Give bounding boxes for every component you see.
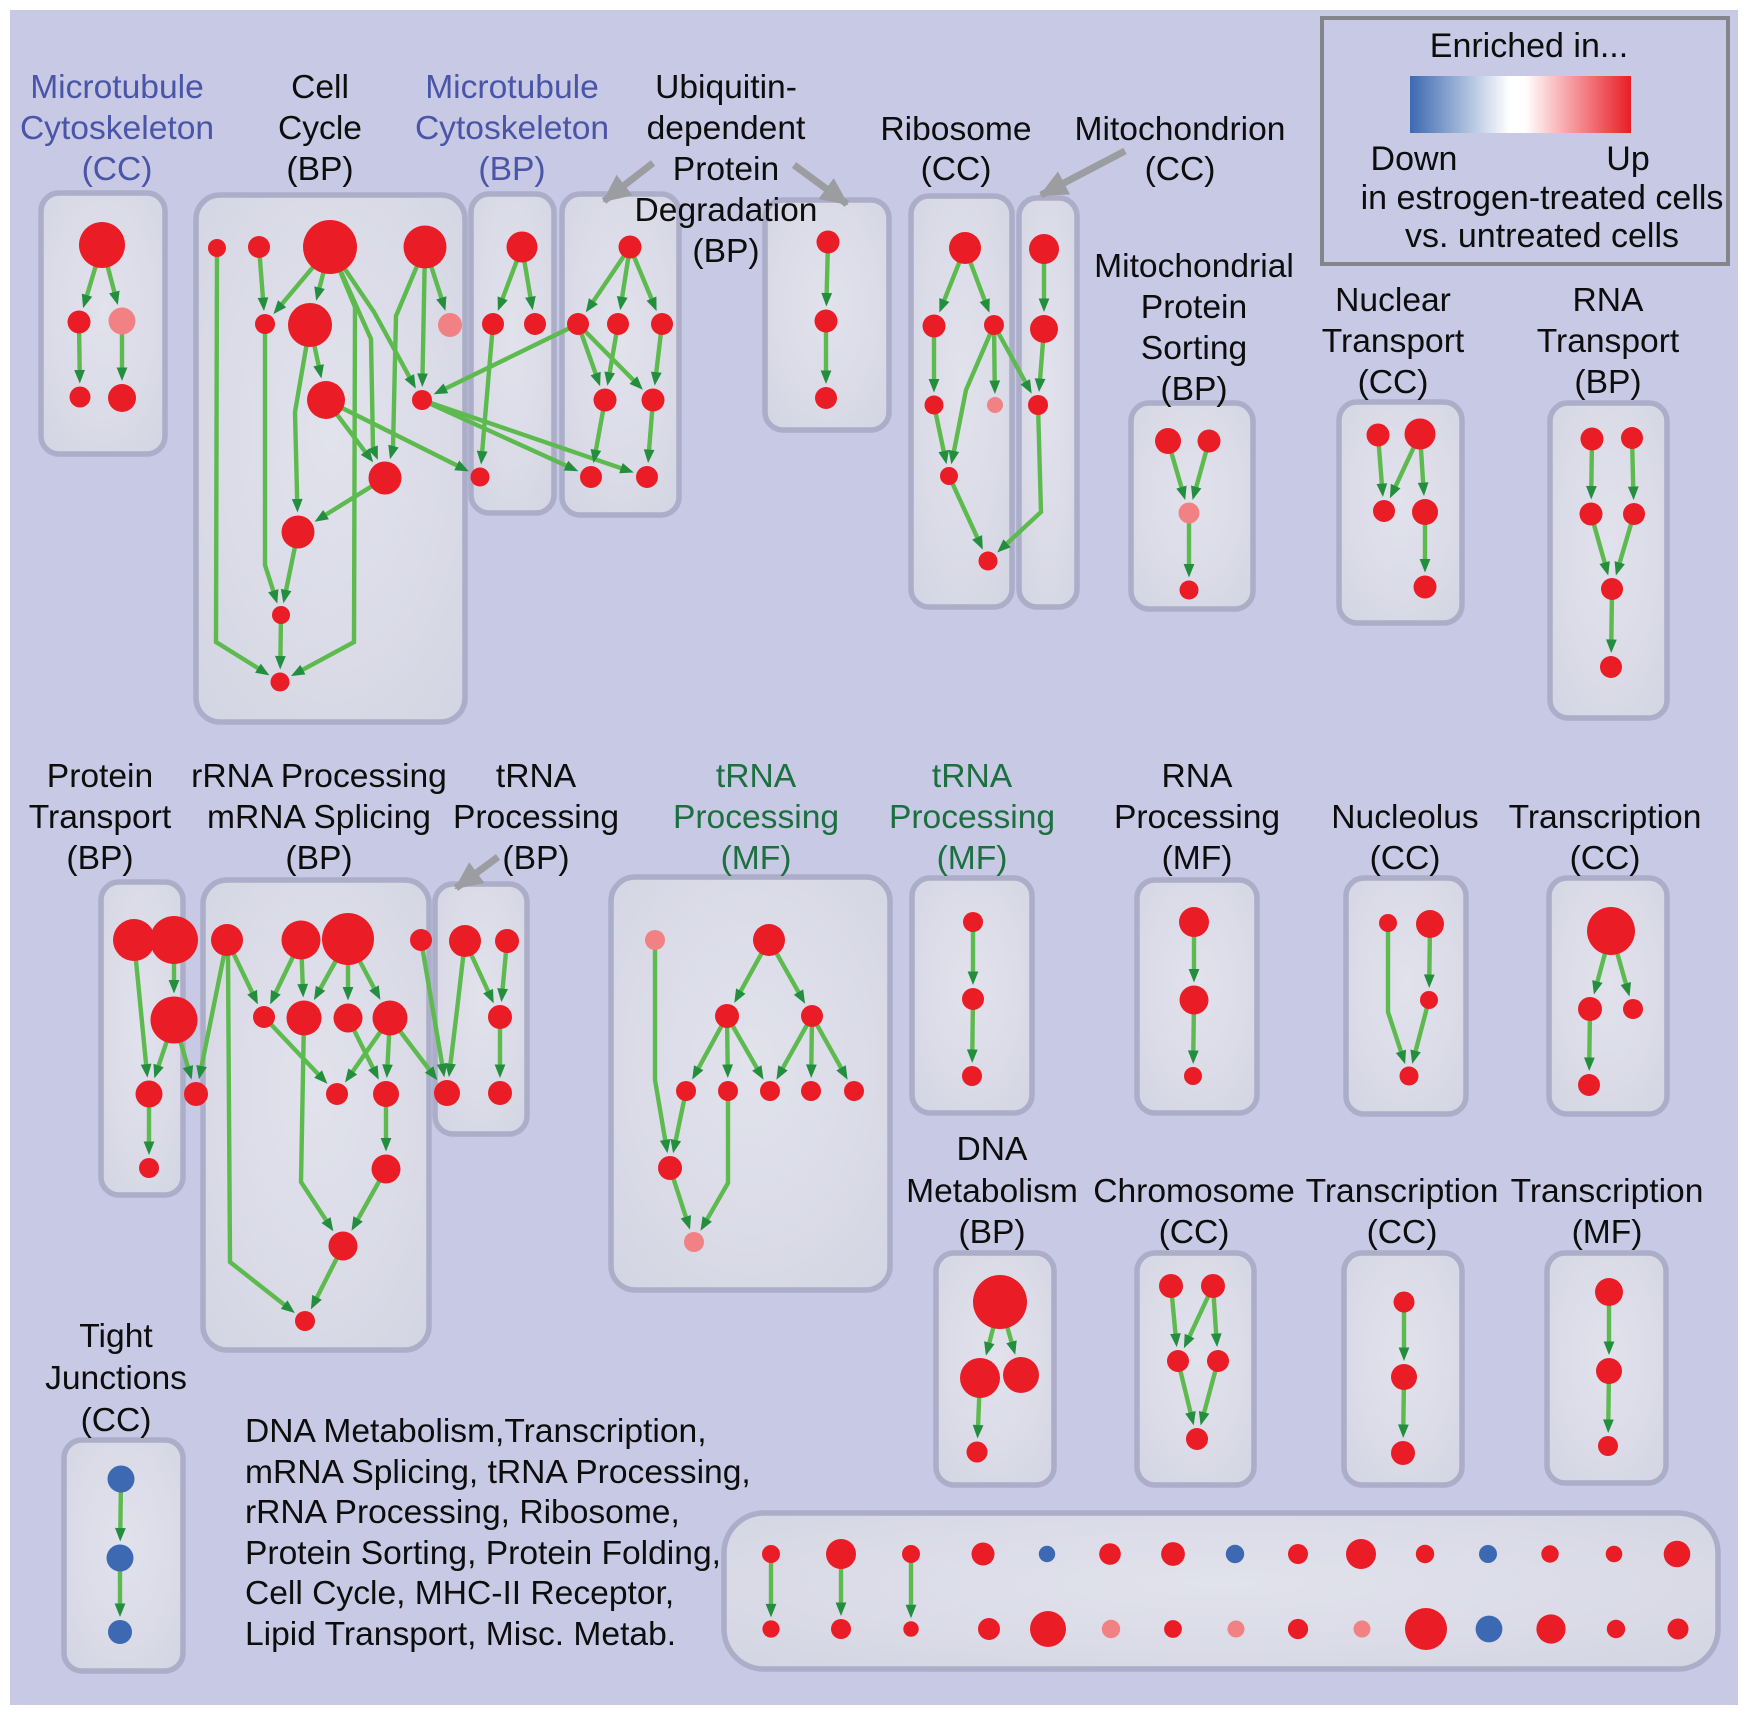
svg-text:Down: Down: [1371, 140, 1458, 178]
svg-text:Nuclear: Nuclear: [1335, 282, 1451, 319]
svg-text:Cytoskeleton: Cytoskeleton: [20, 110, 214, 147]
svg-text:Chromosome: Chromosome: [1093, 1173, 1295, 1210]
svg-text:Processing: Processing: [673, 799, 839, 836]
svg-text:DNA: DNA: [957, 1131, 1028, 1168]
svg-text:(BP): (BP): [66, 840, 133, 877]
svg-text:(CC): (CC): [1145, 151, 1216, 188]
svg-text:Transport: Transport: [1537, 323, 1680, 360]
svg-text:Sorting: Sorting: [1141, 330, 1247, 367]
svg-text:DNA Metabolism,Transcription,: DNA Metabolism,Transcription,: [245, 1413, 707, 1450]
svg-text:Transcription: Transcription: [1509, 799, 1702, 836]
svg-text:Microtubule: Microtubule: [30, 69, 204, 106]
svg-text:vs. untreated cells: vs. untreated cells: [1405, 217, 1679, 255]
svg-text:Protein Sorting, Protein Foldi: Protein Sorting, Protein Folding,: [245, 1535, 721, 1572]
svg-text:Enriched in...: Enriched in...: [1430, 27, 1628, 65]
svg-text:Tight: Tight: [79, 1318, 153, 1355]
svg-text:RNA: RNA: [1573, 282, 1644, 319]
svg-text:Cycle: Cycle: [278, 110, 362, 147]
svg-text:(BP): (BP): [502, 840, 569, 877]
svg-text:mRNA Splicing, tRNA Processing: mRNA Splicing, tRNA Processing,: [245, 1454, 751, 1491]
svg-text:Transcription: Transcription: [1511, 1173, 1704, 1210]
svg-text:(BP): (BP): [1160, 371, 1227, 408]
svg-text:Lipid Transport, Misc. Metab.: Lipid Transport, Misc. Metab.: [245, 1616, 676, 1653]
svg-text:(BP): (BP): [478, 151, 545, 188]
svg-text:Processing: Processing: [1114, 799, 1280, 836]
svg-text:tRNA: tRNA: [716, 758, 797, 795]
svg-text:Cell: Cell: [291, 69, 349, 106]
svg-text:RNA: RNA: [1162, 758, 1233, 795]
svg-text:tRNA: tRNA: [932, 758, 1013, 795]
svg-text:tRNA: tRNA: [496, 758, 577, 795]
svg-text:Nucleolus: Nucleolus: [1331, 799, 1478, 836]
svg-text:Processing: Processing: [889, 799, 1055, 836]
svg-text:Cell Cycle, MHC-II Receptor,: Cell Cycle, MHC-II Receptor,: [245, 1575, 674, 1612]
svg-text:(CC): (CC): [1367, 1214, 1438, 1251]
svg-text:Transport: Transport: [1322, 323, 1465, 360]
svg-text:(BP): (BP): [1574, 364, 1641, 401]
svg-text:dependent: dependent: [647, 110, 806, 147]
svg-text:Mitochondrion: Mitochondrion: [1075, 111, 1286, 148]
svg-text:mRNA Splicing: mRNA Splicing: [207, 799, 431, 836]
svg-text:(CC): (CC): [1358, 364, 1429, 401]
svg-text:(CC): (CC): [81, 1402, 152, 1439]
svg-text:Ribosome: Ribosome: [880, 111, 1031, 148]
svg-text:Degradation: Degradation: [635, 192, 818, 229]
svg-text:Mitochondrial: Mitochondrial: [1094, 248, 1294, 285]
svg-text:(CC): (CC): [1370, 840, 1441, 877]
svg-text:(MF): (MF): [937, 840, 1008, 877]
svg-text:Junctions: Junctions: [45, 1360, 187, 1397]
svg-text:Up: Up: [1606, 140, 1649, 178]
svg-text:Cytoskeleton: Cytoskeleton: [415, 110, 609, 147]
svg-text:(MF): (MF): [1162, 840, 1233, 877]
svg-text:Metabolism: Metabolism: [906, 1173, 1078, 1210]
svg-text:(CC): (CC): [82, 151, 153, 188]
svg-text:(BP): (BP): [285, 840, 352, 877]
svg-text:(MF): (MF): [721, 840, 792, 877]
svg-text:(BP): (BP): [286, 151, 353, 188]
svg-text:Transcription: Transcription: [1306, 1173, 1499, 1210]
svg-text:Ubiquitin-: Ubiquitin-: [655, 69, 797, 106]
svg-text:(CC): (CC): [921, 151, 992, 188]
svg-text:Transport: Transport: [29, 799, 172, 836]
svg-text:(BP): (BP): [958, 1214, 1025, 1251]
svg-text:(CC): (CC): [1159, 1214, 1230, 1251]
svg-text:(CC): (CC): [1570, 840, 1641, 877]
svg-text:(BP): (BP): [692, 233, 759, 270]
svg-text:Protein: Protein: [1141, 289, 1247, 326]
svg-text:Protein: Protein: [673, 151, 779, 188]
svg-text:rRNA Processing: rRNA Processing: [191, 758, 447, 795]
svg-text:Microtubule: Microtubule: [425, 69, 599, 106]
svg-text:Protein: Protein: [47, 758, 153, 795]
svg-text:Processing: Processing: [453, 799, 619, 836]
svg-text:(MF): (MF): [1572, 1214, 1643, 1251]
svg-text:rRNA Processing, Ribosome,: rRNA Processing, Ribosome,: [245, 1494, 680, 1531]
svg-text:in estrogen-treated cells: in estrogen-treated cells: [1361, 179, 1724, 217]
